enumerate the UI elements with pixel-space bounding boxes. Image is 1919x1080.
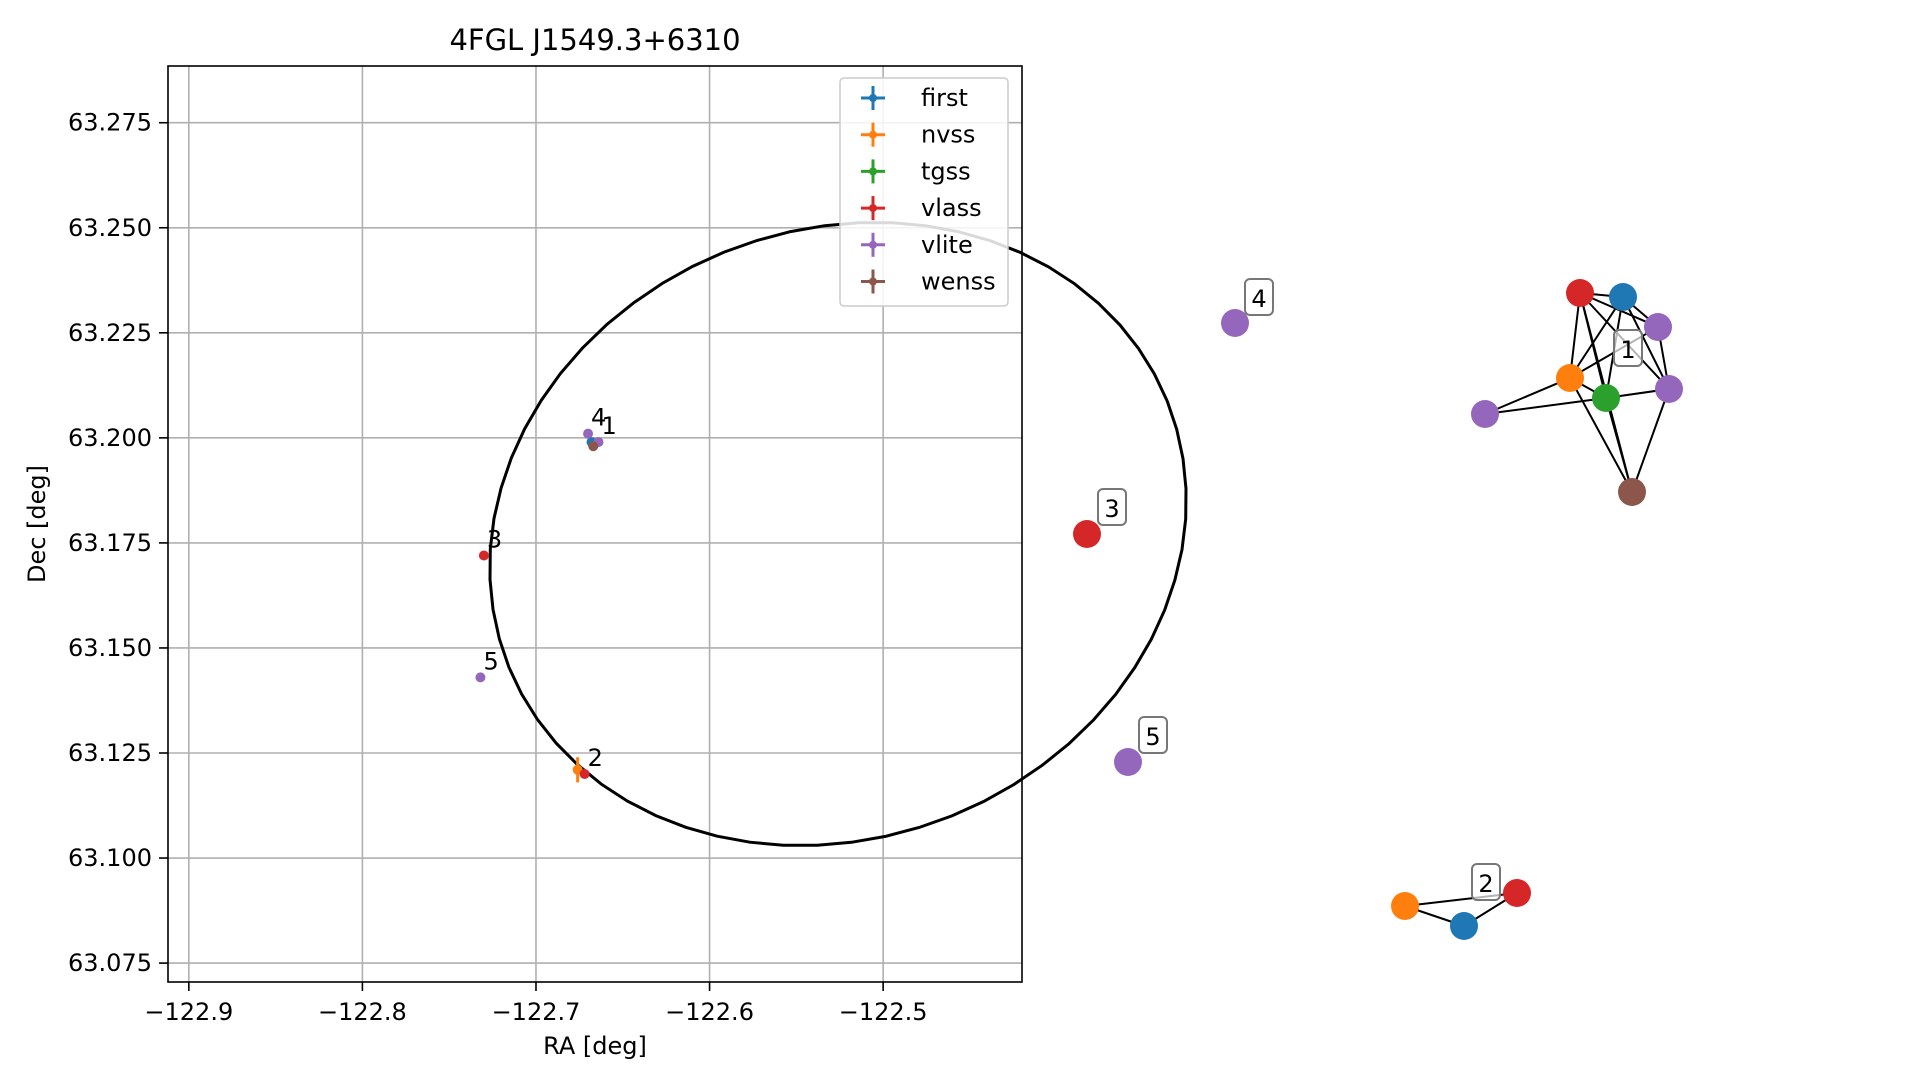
group-label-4: 4 <box>1251 285 1266 313</box>
axes-frame <box>167 65 1023 983</box>
vlite-node <box>1114 748 1142 776</box>
point-label-2: 2 <box>588 744 603 772</box>
x-axis-label: RA [deg] <box>543 1032 647 1060</box>
legend-label-nvss: nvss <box>921 121 975 149</box>
network-edge <box>1605 397 1633 493</box>
group-label-box <box>1097 488 1127 526</box>
y-tick-label: 63.250 <box>68 214 152 242</box>
first-node <box>1609 283 1637 311</box>
network-panel: 1 2 3 4 5 <box>1073 278 1683 940</box>
vlite-node <box>1655 375 1683 403</box>
network-edge <box>1484 397 1607 415</box>
vlite-point <box>475 672 486 683</box>
point-label-5: 5 <box>483 647 498 675</box>
legend-label-wenss: wenss <box>921 268 996 296</box>
vlass-legend-marker <box>869 204 877 213</box>
tgss-legend-marker <box>869 167 877 176</box>
point-label-4: 4 <box>591 404 606 432</box>
vlite-node <box>1221 309 1249 337</box>
wenss-node <box>1618 478 1646 506</box>
legend-label-vlite: vlite <box>921 231 973 259</box>
group-label-box <box>1471 863 1501 901</box>
legend-label-vlass: vlass <box>921 194 982 222</box>
x-ticks: −122.9 −122.8 −122.7 −122.6 −122.5 <box>144 982 928 1026</box>
legend: first nvss tgss vlass vlite wenss <box>839 77 1009 307</box>
nvss-legend-marker <box>869 130 877 139</box>
group-label-5: 5 <box>1145 723 1160 751</box>
group-label-box <box>1244 278 1274 316</box>
vlass-point <box>579 769 590 780</box>
network-edge <box>1631 388 1670 493</box>
vlass-node <box>1073 520 1101 548</box>
scatter-panel: 41 3 5 2 −122.9 −122.8 −122.7 −122.6 −122.5 63.… <box>23 23 1188 1060</box>
nvss-node <box>1391 892 1419 920</box>
group-label-2: 2 <box>1478 870 1493 898</box>
y-tick-label: 63.075 <box>68 949 152 977</box>
vlite-point <box>583 428 594 439</box>
y-tick-label: 63.100 <box>68 844 152 872</box>
vlass-node <box>1566 279 1594 307</box>
y-tick-label: 63.200 <box>68 424 152 452</box>
point-labels: 41 3 5 2 <box>483 404 616 772</box>
wenss-point <box>588 441 599 452</box>
vlite-legend-marker <box>869 240 877 249</box>
y-tick-label: 63.150 <box>68 634 152 662</box>
network-edge <box>1569 296 1624 379</box>
tgss-node <box>1592 384 1620 412</box>
vlite-node <box>1471 400 1499 428</box>
vlass-point <box>478 550 489 561</box>
x-tick-label: −122.8 <box>318 998 407 1026</box>
x-tick-label: −122.9 <box>144 998 233 1026</box>
group-labels: 1 2 3 4 5 <box>1097 278 1643 901</box>
y-axis-label: Dec [deg] <box>23 465 51 583</box>
x-tick-label: −122.6 <box>665 998 754 1026</box>
wenss-legend-marker <box>869 277 877 286</box>
chart-title: 4FGL J1549.3+6310 <box>449 23 740 57</box>
group-label-1: 1 <box>1620 336 1635 364</box>
first-legend-marker <box>869 94 877 102</box>
network-edge <box>1569 292 1581 379</box>
group-label-box <box>1138 716 1168 754</box>
point-label-1: 1 <box>601 412 616 440</box>
first-node <box>1450 912 1478 940</box>
x-tick-label: −122.5 <box>839 998 928 1026</box>
y-tick-label: 63.175 <box>68 529 152 557</box>
network-edges <box>1404 292 1670 927</box>
data-points <box>475 428 604 783</box>
y-ticks: 63.075 63.100 63.125 63.150 63.175 63.200 63.2… <box>68 109 168 977</box>
x-tick-label: −122.7 <box>492 998 581 1026</box>
network-edge <box>1484 377 1571 415</box>
group-label-3: 3 <box>1104 495 1119 523</box>
network-nodes <box>1073 279 1683 940</box>
network-edge <box>1569 377 1633 493</box>
vlass-node <box>1503 879 1531 907</box>
point-label-3: 3 <box>487 526 502 554</box>
nvss-node <box>1556 364 1584 392</box>
y-tick-label: 63.225 <box>68 319 152 347</box>
y-tick-label: 63.125 <box>68 739 152 767</box>
network-edge <box>1622 296 1670 390</box>
y-tick-label: 63.275 <box>68 109 152 137</box>
group-label-box <box>1613 329 1643 367</box>
vlite-node <box>1644 313 1672 341</box>
legend-label-tgss: tgss <box>921 157 971 185</box>
legend-label-first: first <box>921 84 968 112</box>
